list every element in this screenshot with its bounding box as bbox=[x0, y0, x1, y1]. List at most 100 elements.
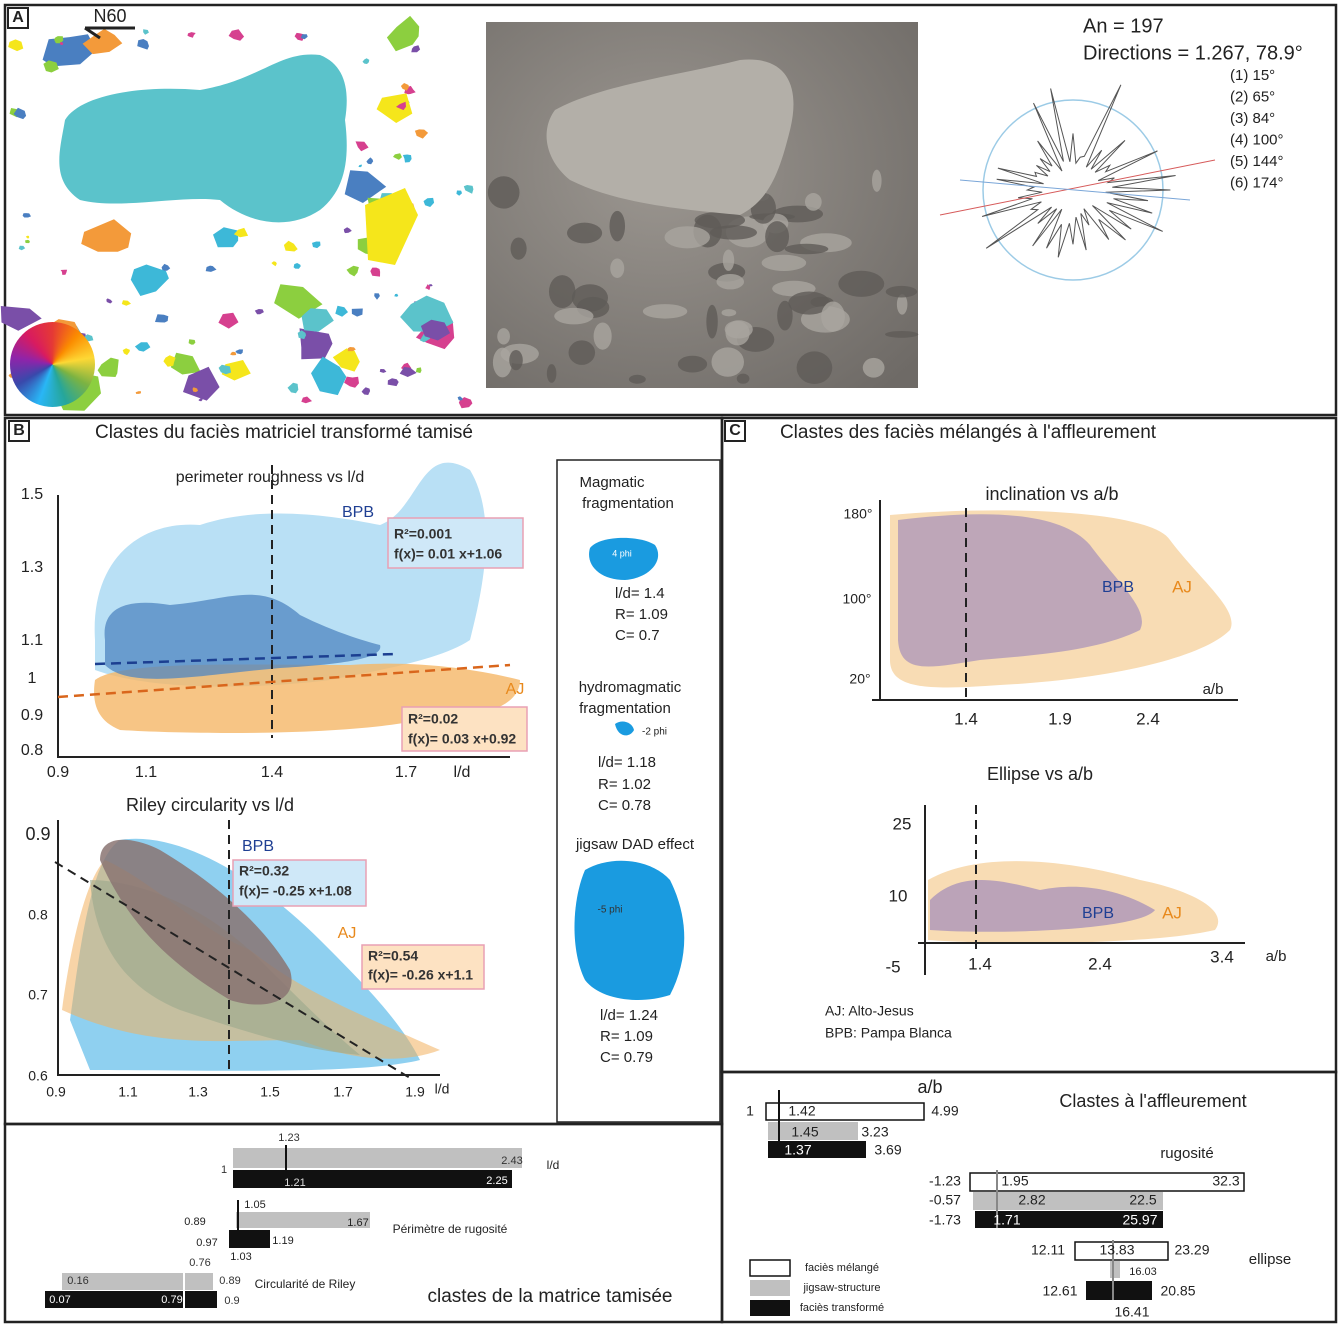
label: 1 bbox=[746, 1103, 754, 1119]
stone bbox=[487, 176, 520, 209]
label: 1 bbox=[221, 1164, 227, 1176]
legend-swatch bbox=[750, 1300, 790, 1316]
label: AJ bbox=[1172, 577, 1192, 596]
range-bar bbox=[1110, 1261, 1120, 1278]
label: fragmentation bbox=[579, 700, 671, 717]
label: ellipse bbox=[1249, 1251, 1292, 1268]
label: 0.6 bbox=[28, 1068, 48, 1084]
clast bbox=[221, 360, 251, 381]
legend-swatch bbox=[750, 1280, 790, 1296]
label: faciès mélangé bbox=[805, 1262, 879, 1274]
clast bbox=[387, 378, 399, 387]
label: R= 1.02 bbox=[598, 776, 651, 793]
rose-direction bbox=[959, 179, 1191, 201]
label: Circularité de Riley bbox=[255, 1277, 356, 1291]
stone bbox=[721, 309, 737, 317]
label: R= 1.09 bbox=[615, 606, 668, 623]
label: 1 bbox=[28, 670, 37, 687]
label: a/b bbox=[917, 1077, 942, 1097]
clast bbox=[351, 308, 363, 317]
clast bbox=[379, 369, 387, 373]
stone bbox=[677, 355, 708, 373]
label: BPB bbox=[342, 504, 374, 521]
stone bbox=[862, 357, 885, 378]
label: -1.23 bbox=[929, 1173, 961, 1189]
label: a/b bbox=[1266, 948, 1287, 965]
range-bar bbox=[233, 1148, 522, 1168]
fit-box bbox=[361, 944, 485, 990]
clast bbox=[60, 269, 68, 275]
clast bbox=[271, 261, 277, 267]
label: 0.7 bbox=[28, 987, 48, 1003]
clast bbox=[399, 367, 417, 377]
label: 1.21 bbox=[284, 1177, 305, 1189]
clast bbox=[311, 356, 347, 396]
range-bar bbox=[768, 1141, 866, 1158]
label: 1.95 bbox=[1001, 1173, 1028, 1189]
range-bar bbox=[975, 1211, 1163, 1228]
label: 1.5 bbox=[21, 486, 43, 503]
photo-boulder bbox=[546, 59, 794, 215]
photo-stones bbox=[487, 169, 919, 385]
bpb-cloud bbox=[898, 514, 1142, 667]
clast bbox=[299, 328, 333, 360]
clast bbox=[425, 284, 431, 291]
stone bbox=[821, 301, 845, 332]
clast bbox=[25, 235, 30, 239]
stone bbox=[716, 273, 745, 290]
clast bbox=[163, 355, 176, 367]
stone bbox=[765, 221, 790, 253]
label: -0.57 bbox=[929, 1192, 961, 1208]
label: l/d bbox=[435, 1081, 450, 1097]
label: Ellipse vs a/b bbox=[987, 764, 1093, 784]
label: 2.43 bbox=[501, 1155, 522, 1167]
clast bbox=[283, 240, 298, 252]
label: 10 bbox=[889, 886, 908, 905]
label: (4) 100° bbox=[1230, 131, 1284, 148]
label: 3.69 bbox=[874, 1142, 901, 1158]
label: 1.45 bbox=[791, 1124, 818, 1140]
large-clast bbox=[59, 54, 347, 223]
label: jigsaw-structure bbox=[802, 1282, 880, 1294]
stone bbox=[788, 291, 830, 315]
clast bbox=[134, 342, 151, 352]
label: 3.23 bbox=[861, 1124, 888, 1140]
clast bbox=[463, 185, 474, 194]
clast bbox=[347, 347, 356, 352]
label: 0.9 bbox=[224, 1295, 239, 1307]
stone bbox=[628, 374, 646, 384]
label: R= 1.09 bbox=[600, 1028, 653, 1045]
stone bbox=[492, 347, 513, 378]
stone bbox=[548, 275, 576, 309]
clast bbox=[343, 227, 352, 234]
label: 16.41 bbox=[1114, 1304, 1149, 1320]
label: 23.29 bbox=[1174, 1242, 1209, 1258]
label: 1.7 bbox=[395, 764, 417, 781]
range-bar bbox=[45, 1291, 217, 1308]
range-bar bbox=[236, 1212, 370, 1228]
clast bbox=[205, 265, 217, 272]
label: l/d= 1.24 bbox=[600, 1007, 658, 1024]
range-bar bbox=[1086, 1281, 1152, 1300]
stone bbox=[610, 258, 625, 279]
clast bbox=[423, 197, 435, 207]
label: 1.1 bbox=[21, 632, 43, 649]
core-cloud bbox=[100, 839, 292, 1005]
label: faciès transformé bbox=[800, 1302, 884, 1314]
magmatic-clast bbox=[589, 537, 659, 580]
clast bbox=[121, 300, 131, 306]
label: -5 phi bbox=[597, 905, 622, 916]
label: 1.4 bbox=[261, 764, 283, 781]
stone bbox=[896, 294, 908, 315]
fit-box bbox=[232, 859, 367, 907]
label: 4.99 bbox=[931, 1103, 958, 1119]
stone bbox=[566, 222, 603, 244]
stone bbox=[706, 304, 718, 339]
label: C= 0.79 bbox=[600, 1049, 653, 1066]
north-arrow bbox=[84, 26, 101, 40]
label: BPB bbox=[242, 838, 274, 855]
stone bbox=[838, 270, 885, 297]
clast bbox=[300, 34, 308, 40]
label: 1.4 bbox=[968, 954, 992, 973]
